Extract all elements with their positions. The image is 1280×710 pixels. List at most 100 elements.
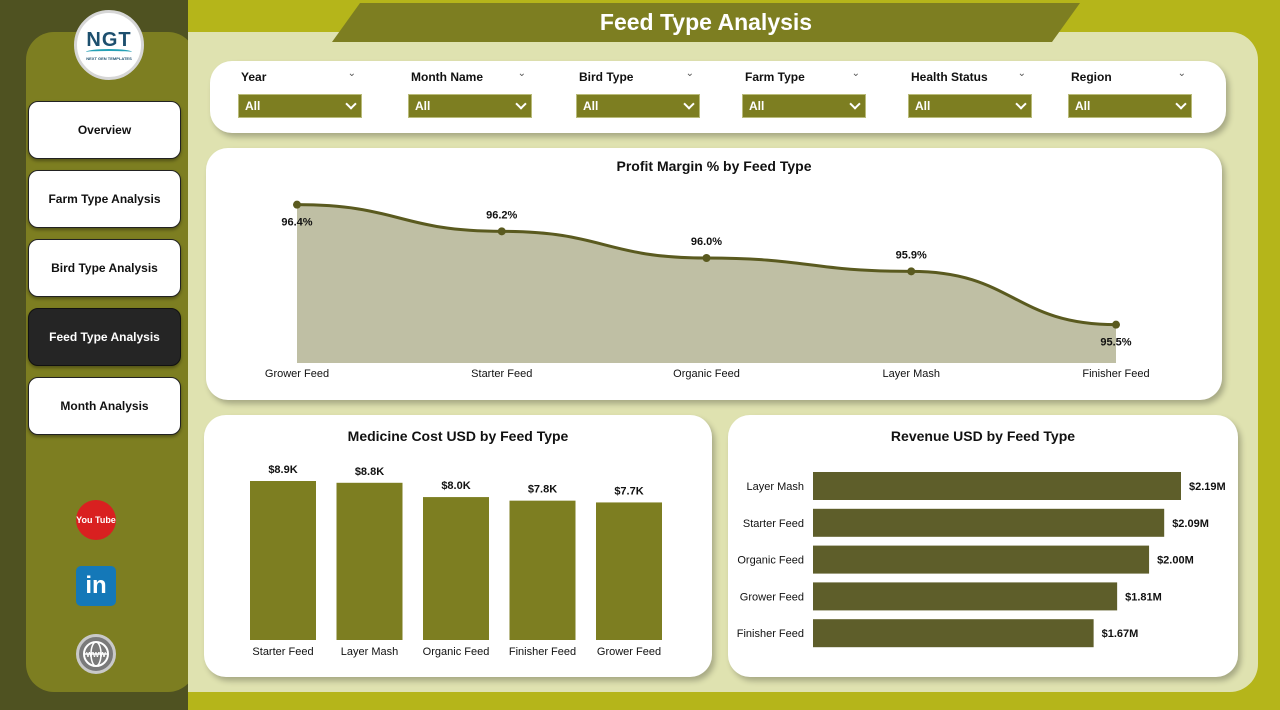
- chevron-down-icon: [849, 98, 861, 110]
- chevron-down-icon[interactable]: ⌄: [851, 68, 860, 79]
- nav-label: Month Analysis: [60, 399, 149, 413]
- profit-margin-point: [497, 227, 506, 236]
- profit-margin-data-label: 96.2%: [486, 209, 517, 221]
- ngt-logo[interactable]: NGT NEXT GEN TEMPLATES: [74, 10, 144, 80]
- medicine-cost-bar: [423, 497, 489, 640]
- chevron-down-icon: [345, 98, 357, 110]
- filter-value: All: [1075, 99, 1091, 113]
- region-dropdown[interactable]: All: [1068, 94, 1192, 118]
- profit-margin-x-tick-label: Grower Feed: [265, 368, 329, 380]
- filter-value: All: [583, 99, 599, 113]
- filter-value: All: [245, 99, 261, 113]
- profit-margin-area-fill: [297, 204, 1116, 363]
- chevron-down-icon: [515, 98, 527, 110]
- nav-label: Bird Type Analysis: [51, 261, 158, 275]
- medicine-cost-data-label: $7.7K: [614, 485, 643, 497]
- profit-margin-point: [702, 254, 711, 262]
- medicine-cost-bar: [250, 481, 316, 640]
- medicine-cost-x-tick-label: Organic Feed: [423, 646, 490, 658]
- filter-label: Region: [1071, 70, 1112, 84]
- medicine-cost-x-tick-label: Grower Feed: [597, 646, 661, 658]
- revenue-y-tick-label: Grower Feed: [740, 591, 804, 603]
- medicine-cost-bar: [336, 482, 403, 640]
- revenue-horizontal-bar-chart: Layer Mash $2.19M Starter Feed $2.09M Organi…: [737, 472, 1226, 648]
- nav-label: Overview: [77, 123, 132, 137]
- logo-text: NGT: [86, 29, 132, 51]
- filter-label: Farm Type: [745, 70, 805, 84]
- revenue-y-tick-label: Organic Feed: [737, 555, 804, 567]
- chevron-down-icon: [1015, 98, 1027, 110]
- revenue-chart-title: Revenue USD by Feed Type: [890, 428, 1076, 444]
- profit-margin-data-label: 95.5%: [1100, 337, 1131, 349]
- nav-bird-type-analysis-button[interactable]: Bird Type Analysis: [28, 239, 181, 297]
- filter-label: Bird Type: [579, 70, 634, 84]
- chevron-down-icon[interactable]: ⌄: [1017, 68, 1026, 79]
- medicine-cost-data-label: $7.8K: [528, 484, 557, 496]
- bird-type-dropdown[interactable]: All: [576, 94, 700, 118]
- revenue-data-label: $2.00M: [1157, 555, 1194, 567]
- revenue-y-tick-label: Starter Feed: [743, 518, 804, 530]
- profit-margin-x-tick-label: Organic Feed: [673, 368, 740, 380]
- chevron-down-icon: [683, 98, 695, 110]
- medicine-cost-x-tick-label: Finisher Feed: [509, 646, 576, 658]
- revenue-data-label: $1.81M: [1125, 591, 1162, 603]
- logo-swoosh-icon: [86, 49, 132, 55]
- page-title: Feed Type Analysis: [599, 9, 813, 35]
- revenue-bar: [813, 582, 1118, 611]
- revenue-data-label: $2.19M: [1189, 481, 1226, 493]
- revenue-data-label: $1.67M: [1102, 628, 1139, 640]
- globe-icon: WWW: [83, 641, 109, 667]
- profit-margin-x-tick-label: Finisher Feed: [1082, 368, 1149, 380]
- nav-feed-type-analysis-button[interactable]: Feed Type Analysis: [28, 308, 181, 366]
- nav-label: Farm Type Analysis: [48, 192, 161, 206]
- filter-label: Health Status: [911, 70, 988, 84]
- medicine-cost-chart-title: Medicine Cost USD by Feed Type: [347, 428, 569, 444]
- linkedin-icon[interactable]: in: [76, 566, 116, 606]
- filter-label: Month Name: [411, 70, 483, 84]
- year-dropdown[interactable]: All: [238, 94, 362, 118]
- nav-overview-button[interactable]: Overview: [28, 101, 181, 159]
- medicine-cost-x-tick-label: Layer Mash: [341, 646, 398, 658]
- medicine-cost-data-label: $8.8K: [355, 466, 384, 478]
- chevron-down-icon[interactable]: ⌄: [1177, 68, 1186, 79]
- globe-icon-text: WWW: [86, 652, 106, 659]
- chevron-down-icon[interactable]: ⌄: [347, 68, 356, 79]
- profit-margin-point: [1112, 320, 1120, 329]
- filter-region: Region ⌄ All: [1068, 68, 1194, 118]
- month-name-dropdown[interactable]: All: [408, 94, 532, 118]
- filters-card: [210, 61, 1226, 133]
- chevron-down-icon: [1175, 98, 1187, 110]
- nav-label: Feed Type Analysis: [49, 330, 160, 344]
- chevron-down-icon[interactable]: ⌄: [685, 68, 694, 79]
- medicine-cost-bar-chart: $8.9K Starter Feed $8.8K Layer Mash $8.0K Org…: [250, 464, 662, 658]
- health-status-dropdown[interactable]: All: [908, 94, 1032, 118]
- profit-margin-data-label: 96.4%: [281, 217, 312, 229]
- profit-margin-x-tick-label: Layer Mash: [883, 368, 940, 380]
- revenue-bar: [813, 619, 1094, 648]
- logo-subtitle: NEXT GEN TEMPLATES: [86, 56, 132, 61]
- filter-health-status: Health Status ⌄ All: [908, 68, 1034, 118]
- filter-month-name: Month Name ⌄ All: [408, 68, 534, 118]
- revenue-bar: [813, 545, 1150, 574]
- linkedin-icon-text: in: [85, 572, 107, 599]
- filter-label: Year: [241, 70, 267, 84]
- farm-type-dropdown[interactable]: All: [742, 94, 866, 118]
- profit-margin-area-chart: 96.4% Grower Feed 96.2% Starter Feed 96.0% Or…: [265, 200, 1150, 380]
- profit-margin-chart-title: Profit Margin % by Feed Type: [616, 158, 812, 174]
- medicine-cost-data-label: $8.0K: [441, 480, 470, 492]
- profit-margin-data-label: 95.9%: [896, 249, 927, 261]
- chevron-down-icon[interactable]: ⌄: [517, 68, 526, 79]
- filter-value: All: [415, 99, 431, 113]
- revenue-y-tick-label: Layer Mash: [747, 481, 804, 493]
- nav-farm-type-analysis-button[interactable]: Farm Type Analysis: [28, 170, 181, 228]
- filter-farm-type: Farm Type ⌄ All: [742, 68, 868, 118]
- profit-margin-point: [293, 200, 301, 209]
- medicine-cost-bar: [509, 500, 576, 640]
- nav-month-analysis-button[interactable]: Month Analysis: [28, 377, 181, 435]
- youtube-icon[interactable]: You Tube: [76, 500, 116, 540]
- medicine-cost-bar: [596, 502, 662, 640]
- website-globe-icon[interactable]: WWW: [76, 634, 116, 674]
- filter-bird-type: Bird Type ⌄ All: [576, 68, 702, 118]
- revenue-bar: [813, 472, 1181, 500]
- profit-margin-point: [907, 267, 916, 276]
